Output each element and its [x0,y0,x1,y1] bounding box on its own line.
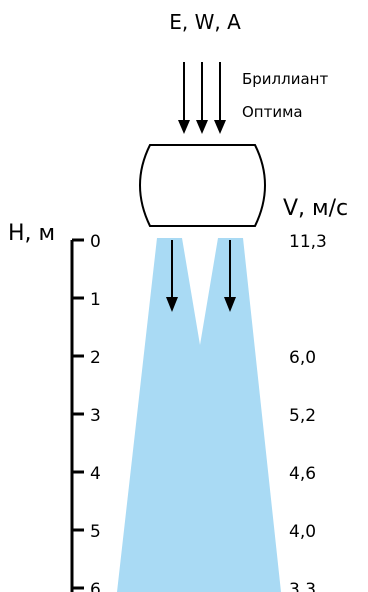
height-tick-label: 3 [90,406,101,426]
velocity-value-label: 11,3 [289,232,327,252]
incoming-air-arrows-icon [178,62,226,134]
product-name-2: Оптима [242,103,303,121]
velocity-value-label: 6,0 [289,348,316,368]
height-axis-label: H, м [8,221,55,246]
height-tick-label: 4 [90,464,101,484]
air-curtain-nozzle-icon [139,144,266,227]
velocity-value-label: 3,3 [289,580,316,592]
height-scale: 0 1 2 3 4 5 6 [70,232,101,592]
velocity-value-label: 4,0 [289,522,316,542]
height-tick-label: 2 [90,348,101,368]
velocity-value-label: 5,2 [289,406,316,426]
diagram-title: E, W, A [169,10,241,34]
air-jet-shape [117,238,281,592]
height-tick-label: 1 [90,290,101,310]
velocity-value-label: 4,6 [289,464,316,484]
velocity-axis-label: V, м/с [283,196,348,221]
height-tick-label: 0 [90,232,101,252]
height-tick-label: 5 [90,522,101,542]
height-tick-label: 6 [90,580,101,592]
product-name-1: Бриллиант [242,70,328,88]
jet-arrows-icon [166,240,236,312]
